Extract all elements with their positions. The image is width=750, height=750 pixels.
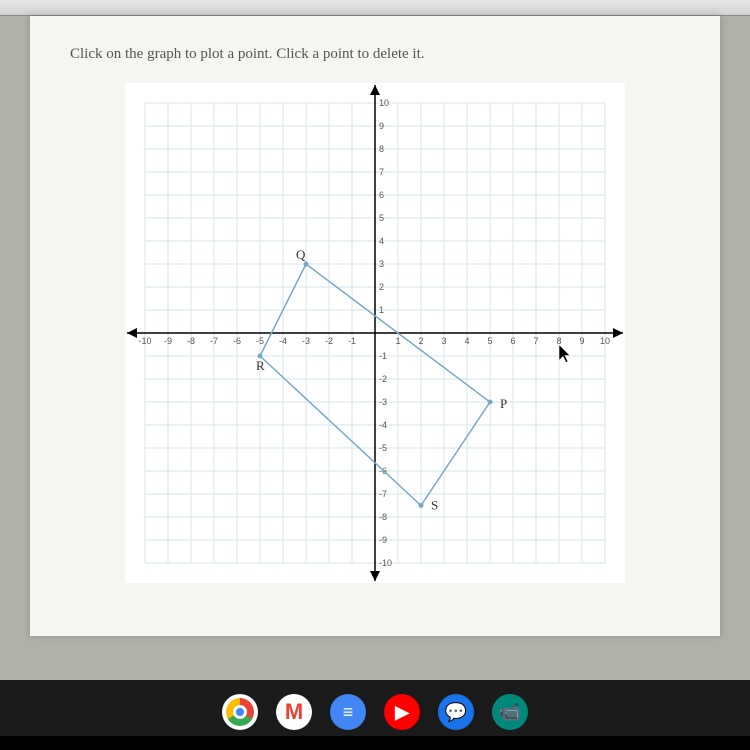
youtube-icon[interactable]: ▶ bbox=[384, 694, 420, 730]
svg-text:-4: -4 bbox=[279, 336, 287, 346]
svg-text:4: 4 bbox=[464, 336, 469, 346]
svg-text:2: 2 bbox=[379, 282, 384, 292]
svg-text:1: 1 bbox=[395, 336, 400, 346]
svg-text:-6: -6 bbox=[233, 336, 241, 346]
svg-text:-8: -8 bbox=[379, 512, 387, 522]
svg-text:-3: -3 bbox=[379, 397, 387, 407]
svg-text:P: P bbox=[500, 396, 507, 411]
chrome-icon[interactable] bbox=[222, 694, 258, 730]
svg-text:-5: -5 bbox=[379, 443, 387, 453]
svg-text:9: 9 bbox=[379, 121, 384, 131]
svg-text:6: 6 bbox=[379, 190, 384, 200]
svg-text:R: R bbox=[256, 358, 265, 373]
svg-text:10: 10 bbox=[600, 336, 610, 346]
svg-text:-7: -7 bbox=[210, 336, 218, 346]
shelf-edge bbox=[0, 736, 750, 750]
graph-svg[interactable]: -10 -9 -8 -7 -6 -5 -4 -3 -2 -1 1 2 3 4 5 6 7 8 9 10 -10 -9 -8 -… bbox=[125, 83, 625, 583]
browser-toolbar bbox=[0, 0, 750, 16]
taskbar: M ≡ ▶ 💬 📹 bbox=[0, 680, 750, 736]
svg-text:3: 3 bbox=[379, 259, 384, 269]
svg-text:2: 2 bbox=[418, 336, 423, 346]
svg-text:-5: -5 bbox=[256, 336, 264, 346]
svg-text:6: 6 bbox=[510, 336, 515, 346]
svg-text:-2: -2 bbox=[379, 374, 387, 384]
svg-text:-1: -1 bbox=[348, 336, 356, 346]
svg-text:5: 5 bbox=[487, 336, 492, 346]
svg-text:10: 10 bbox=[379, 98, 389, 108]
svg-text:-9: -9 bbox=[164, 336, 172, 346]
svg-text:-4: -4 bbox=[379, 420, 387, 430]
svg-text:-10: -10 bbox=[379, 558, 392, 568]
graph-wrap: -10 -9 -8 -7 -6 -5 -4 -3 -2 -1 1 2 3 4 5 6 7 8 9 10 -10 -9 -8 -… bbox=[70, 83, 680, 583]
svg-text:-2: -2 bbox=[325, 336, 333, 346]
svg-text:S: S bbox=[431, 498, 438, 513]
svg-text:5: 5 bbox=[379, 213, 384, 223]
gmail-icon[interactable]: M bbox=[276, 694, 312, 730]
svg-text:7: 7 bbox=[379, 167, 384, 177]
svg-text:Q: Q bbox=[296, 247, 306, 262]
coordinate-graph[interactable]: -10 -9 -8 -7 -6 -5 -4 -3 -2 -1 1 2 3 4 5 6 7 8 9 10 -10 -9 -8 -… bbox=[125, 83, 625, 583]
docs-icon[interactable]: ≡ bbox=[330, 694, 366, 730]
messages-icon[interactable]: 💬 bbox=[438, 694, 474, 730]
svg-text:-3: -3 bbox=[302, 336, 310, 346]
svg-text:7: 7 bbox=[533, 336, 538, 346]
svg-text:4: 4 bbox=[379, 236, 384, 246]
page-surface: Click on the graph to plot a point. Clic… bbox=[30, 16, 720, 636]
svg-text:-9: -9 bbox=[379, 535, 387, 545]
svg-text:8: 8 bbox=[379, 144, 384, 154]
instruction-text: Click on the graph to plot a point. Clic… bbox=[70, 46, 680, 63]
svg-text:-7: -7 bbox=[379, 489, 387, 499]
svg-text:1: 1 bbox=[379, 305, 384, 315]
svg-text:9: 9 bbox=[579, 336, 584, 346]
svg-text:-10: -10 bbox=[138, 336, 151, 346]
svg-text:-8: -8 bbox=[187, 336, 195, 346]
svg-text:3: 3 bbox=[441, 336, 446, 346]
svg-text:-1: -1 bbox=[379, 351, 387, 361]
meet-icon[interactable]: 📹 bbox=[492, 694, 528, 730]
